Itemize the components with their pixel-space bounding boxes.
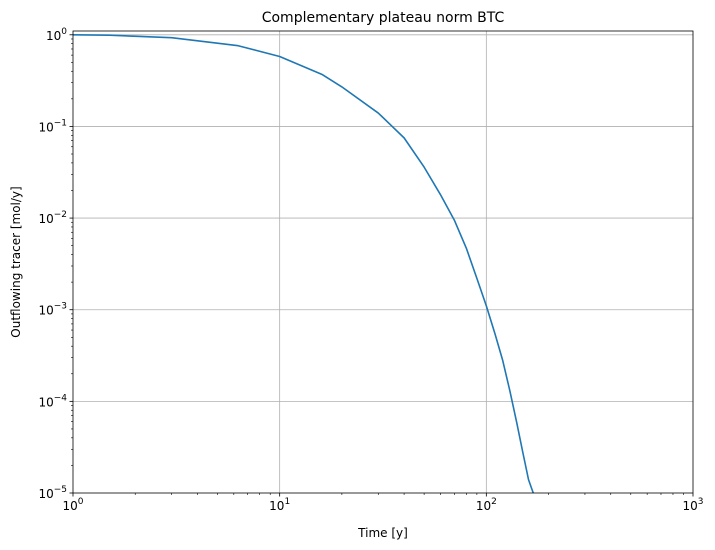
y-tick-label: 10−5 xyxy=(38,485,67,501)
y-tick-label: 10−3 xyxy=(38,302,67,318)
x-tick-exponent: 2 xyxy=(491,497,497,507)
x-tick-base: 10 xyxy=(476,499,491,513)
grid xyxy=(73,31,693,493)
series-lines xyxy=(73,33,535,493)
y-tick-exponent: −2 xyxy=(54,210,67,220)
plot-frame xyxy=(72,30,694,494)
y-tick-exponent: 0 xyxy=(61,27,67,37)
x-axis-label: Time [y] xyxy=(357,526,408,540)
y-tick-base: 10 xyxy=(38,120,53,134)
chart-title: Complementary plateau norm BTC xyxy=(262,10,505,26)
y-tick-base: 10 xyxy=(38,304,53,318)
plot-area xyxy=(73,31,693,493)
y-tick-label: 10−2 xyxy=(38,210,67,226)
y-tick-base: 10 xyxy=(38,395,53,409)
x-tick-base: 10 xyxy=(682,499,697,513)
y-tick-exponent: −5 xyxy=(54,485,67,495)
y-tick-exponent: −3 xyxy=(54,302,67,312)
y-tick-label: 10−4 xyxy=(38,393,67,409)
y-tick-exponent: −1 xyxy=(54,118,67,128)
y-tick-label: 100 xyxy=(46,27,67,43)
y-tick-label: 10−1 xyxy=(38,118,67,134)
y-tick-base: 10 xyxy=(38,212,53,226)
y-tick-exponent: −4 xyxy=(54,393,68,403)
y-axis-label: Outflowing tracer [mol/y] xyxy=(9,186,23,337)
x-tick-base: 10 xyxy=(269,499,284,513)
x-tick-base: 10 xyxy=(62,499,77,513)
ticks xyxy=(69,34,694,497)
x-tick-label: 103 xyxy=(682,497,703,513)
x-tick-exponent: 0 xyxy=(78,497,84,507)
x-tick-label: 100 xyxy=(62,497,83,513)
y-tick-base: 10 xyxy=(38,487,53,501)
x-tick-label: 101 xyxy=(269,497,290,513)
x-tick-label: 102 xyxy=(476,497,497,513)
y-tick-base: 10 xyxy=(46,29,61,43)
x-tick-exponent: 3 xyxy=(698,497,704,507)
x-tick-exponent: 1 xyxy=(284,497,290,507)
series-line xyxy=(73,33,535,493)
